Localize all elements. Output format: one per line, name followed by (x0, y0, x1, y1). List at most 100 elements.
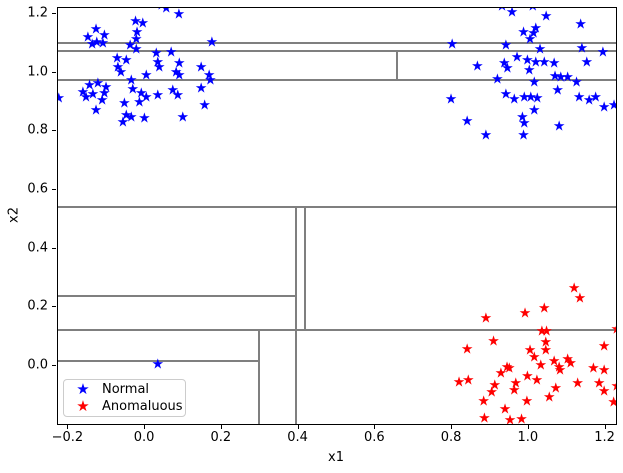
y-axis-label: x2 (6, 207, 22, 223)
scatter-point-normal: ★ (589, 89, 602, 106)
x-tick-mark (297, 425, 299, 429)
scatter-point-anomaluous: ★ (520, 393, 534, 410)
scatter-point-normal: ★ (133, 94, 146, 111)
scatter-point-normal: ★ (130, 24, 144, 41)
scatter-point-normal: ★ (118, 95, 131, 112)
scatter-point-anomaluous: ★ (500, 359, 514, 376)
scatter-point-normal: ★ (58, 92, 65, 106)
scatter-point-normal: ★ (522, 62, 536, 79)
scatter-point-normal: ★ (194, 59, 208, 76)
scatter-point-normal: ★ (508, 91, 521, 108)
scatter-point-normal: ★ (516, 109, 529, 126)
scatter-point-anomaluous: ★ (518, 305, 532, 322)
scatter-point-normal: ★ (138, 110, 151, 127)
legend-label: Anomaluous (102, 399, 183, 414)
scatter-point-normal: ★ (529, 19, 543, 36)
y-tick-label: 0.6 (27, 181, 48, 197)
scatter-point-normal: ★ (126, 81, 140, 98)
y-tick-mark (52, 12, 56, 14)
scatter-point-normal: ★ (471, 58, 484, 75)
scatter-point-normal: ★ (166, 82, 180, 99)
scatter-point-normal: ★ (76, 84, 90, 101)
normal-star-icon: ★ (76, 380, 90, 398)
partition-line-horizontal (58, 294, 296, 297)
y-tick-label: 0.2 (27, 298, 48, 314)
x-tick-mark (374, 425, 376, 429)
scatter-point-anomaluous: ★ (610, 379, 616, 393)
scatter-point-anomaluous: ★ (571, 374, 584, 391)
scatter-point-normal: ★ (517, 115, 531, 132)
scatter-point-normal: ★ (554, 69, 568, 86)
legend-entry: ★ Anomaluous (64, 398, 185, 415)
scatter-point-normal: ★ (99, 79, 113, 96)
scatter-point-normal: ★ (171, 87, 185, 104)
scatter-point-normal: ★ (527, 102, 541, 119)
scatter-point-anomaluous: ★ (553, 362, 567, 379)
scatter-point-anomaluous: ★ (549, 380, 563, 397)
x-tick-mark (451, 425, 453, 429)
partition-line-horizontal (58, 50, 616, 53)
scatter-point-normal: ★ (134, 85, 148, 102)
scatter-point-normal: ★ (539, 8, 553, 25)
scatter-point-normal: ★ (110, 50, 124, 67)
scatter-point-anomaluous: ★ (564, 355, 577, 372)
scatter-point-normal: ★ (551, 82, 564, 99)
scatter-point-normal: ★ (572, 89, 586, 106)
x-tick-label: 1.2 (594, 430, 615, 445)
x-axis-label: x1 (328, 450, 344, 465)
y-tick-mark (52, 306, 56, 308)
partition-line-horizontal (58, 79, 616, 82)
scatter-point-anomaluous: ★ (587, 360, 600, 377)
scatter-point-normal: ★ (155, 8, 168, 12)
anomalous-star-icon: ★ (76, 397, 90, 415)
y-tick-mark (52, 130, 56, 132)
scatter-point-normal: ★ (116, 114, 130, 131)
scatter-point-normal: ★ (198, 97, 211, 114)
y-tick-mark (52, 71, 56, 73)
scatter-point-anomaluous: ★ (487, 333, 500, 350)
scatter-point-anomaluous: ★ (537, 300, 551, 317)
scatter-point-anomaluous: ★ (494, 364, 508, 381)
scatter-point-normal: ★ (149, 45, 163, 62)
scatter-point-normal: ★ (120, 52, 133, 69)
y-tick-mark (52, 247, 56, 249)
scatter-point-normal: ★ (517, 89, 531, 106)
scatter-point-anomaluous: ★ (539, 334, 553, 351)
y-tick-label: 1.2 (27, 5, 48, 21)
scatter-point-anomaluous: ★ (527, 349, 541, 366)
scatter-point-normal: ★ (570, 74, 583, 91)
scatter-point-normal: ★ (98, 85, 111, 102)
scatter-point-normal: ★ (125, 109, 138, 126)
scatter-point-normal: ★ (517, 127, 530, 144)
scatter-point-normal: ★ (505, 7, 519, 21)
scatter-point-normal: ★ (521, 52, 534, 69)
x-tick-mark (527, 425, 529, 429)
scatter-point-anomaluous: ★ (573, 290, 587, 307)
legend-label: Normal (102, 382, 150, 397)
scatter-point-anomaluous: ★ (515, 411, 528, 425)
scatter-point-anomaluous: ★ (461, 372, 475, 389)
scatter-point-normal: ★ (79, 89, 93, 106)
scatter-point-anomaluous: ★ (607, 396, 616, 410)
scatter-point-anomaluous: ★ (477, 393, 490, 410)
x-tick-label: 0.4 (287, 430, 308, 445)
scatter-point-anomaluous: ★ (523, 342, 537, 359)
scatter-point-normal: ★ (582, 92, 596, 109)
scatter-point-anomaluous: ★ (485, 384, 498, 401)
scatter-point-normal: ★ (499, 86, 513, 103)
partition-line-vertical (257, 329, 260, 424)
scatter-point-normal: ★ (531, 90, 544, 107)
y-tick-mark (52, 188, 56, 190)
scatter-point-anomaluous: ★ (530, 372, 544, 389)
scatter-point-normal: ★ (129, 13, 142, 30)
scatter-point-normal: ★ (151, 87, 165, 104)
scatter-point-normal: ★ (547, 55, 561, 72)
y-tick-label: 1.0 (27, 64, 48, 80)
partition-line-horizontal (58, 42, 616, 45)
scatter-point-normal: ★ (596, 44, 610, 61)
scatter-point-normal: ★ (136, 15, 150, 32)
x-tick-mark (604, 425, 606, 429)
x-tick-mark (220, 425, 222, 429)
scatter-point-anomaluous: ★ (488, 377, 501, 394)
scatter-point-normal: ★ (164, 44, 178, 61)
